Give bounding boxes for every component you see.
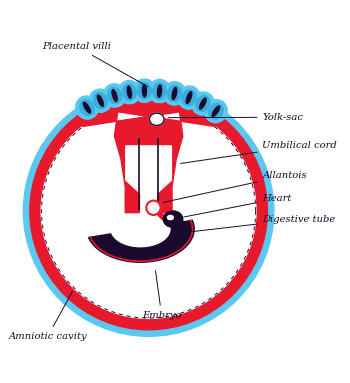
- Polygon shape: [76, 93, 222, 126]
- Ellipse shape: [163, 82, 186, 105]
- Ellipse shape: [168, 215, 173, 219]
- Text: Umbilical cord: Umbilical cord: [181, 141, 337, 164]
- Text: Allantois: Allantois: [164, 171, 307, 202]
- Ellipse shape: [127, 86, 132, 98]
- Ellipse shape: [80, 100, 94, 115]
- Ellipse shape: [205, 100, 227, 123]
- Ellipse shape: [138, 83, 151, 99]
- Ellipse shape: [172, 87, 177, 100]
- Circle shape: [23, 86, 274, 336]
- Ellipse shape: [212, 106, 220, 116]
- Ellipse shape: [97, 95, 104, 106]
- Ellipse shape: [149, 113, 164, 126]
- Ellipse shape: [196, 96, 210, 111]
- Polygon shape: [83, 104, 215, 213]
- Ellipse shape: [163, 211, 183, 227]
- Polygon shape: [126, 146, 172, 193]
- Ellipse shape: [168, 85, 181, 101]
- Text: Amniotic cavity: Amniotic cavity: [8, 291, 87, 341]
- Polygon shape: [89, 220, 194, 262]
- Ellipse shape: [93, 93, 107, 109]
- Text: Yolk-sac: Yolk-sac: [168, 113, 303, 122]
- Circle shape: [30, 92, 267, 330]
- Text: Digestive tube: Digestive tube: [190, 214, 336, 232]
- Ellipse shape: [133, 79, 155, 102]
- Ellipse shape: [153, 83, 166, 99]
- Ellipse shape: [182, 90, 196, 106]
- Ellipse shape: [209, 103, 223, 119]
- Ellipse shape: [122, 84, 136, 100]
- Text: Heart: Heart: [184, 194, 292, 217]
- Ellipse shape: [199, 98, 206, 109]
- Ellipse shape: [142, 85, 146, 97]
- Text: Embryo: Embryo: [142, 271, 181, 320]
- Ellipse shape: [148, 79, 170, 103]
- Ellipse shape: [83, 102, 91, 113]
- Circle shape: [41, 104, 256, 318]
- Ellipse shape: [89, 89, 112, 112]
- Ellipse shape: [158, 85, 162, 97]
- Ellipse shape: [104, 84, 126, 107]
- Circle shape: [146, 201, 161, 215]
- Ellipse shape: [76, 96, 98, 119]
- Ellipse shape: [192, 92, 214, 115]
- Text: Placental villi: Placental villi: [42, 42, 148, 87]
- Ellipse shape: [112, 90, 117, 101]
- Ellipse shape: [108, 87, 121, 103]
- Ellipse shape: [186, 92, 192, 103]
- Ellipse shape: [118, 80, 140, 104]
- Ellipse shape: [178, 86, 200, 109]
